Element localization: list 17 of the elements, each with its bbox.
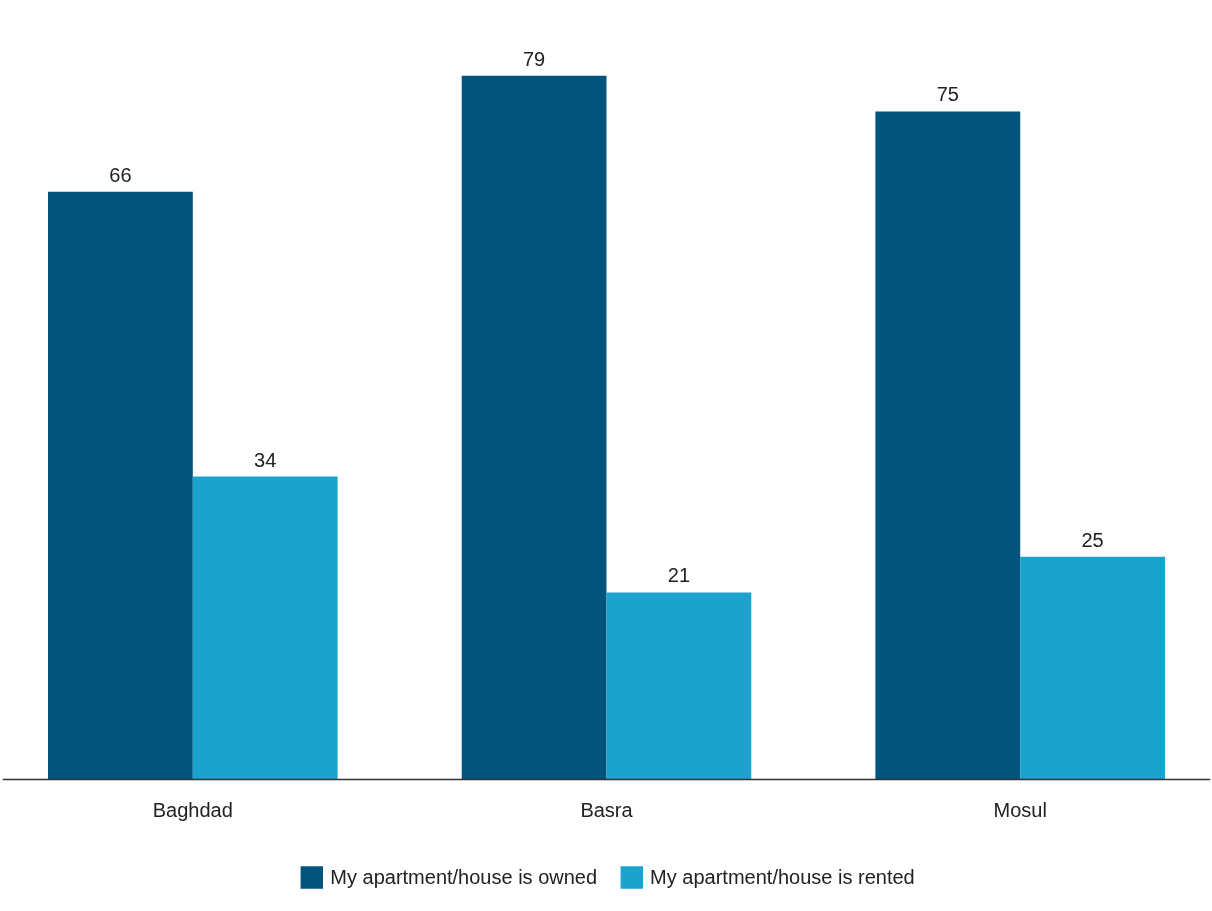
legend-label: My apartment/house is rented [650,865,915,889]
data-label: 34 [254,448,277,471]
data-label: 75 [936,83,959,106]
x-tick-label: Basra [580,799,634,822]
bar [192,476,338,780]
x-tick-label: Mosul [993,799,1047,822]
data-label: 25 [1081,528,1104,551]
data-label: 21 [667,564,691,587]
bar [1020,556,1165,780]
data-label: 66 [109,163,132,186]
bar [48,191,193,780]
legend-label: My apartment/house is owned [330,865,598,889]
bar [606,592,752,780]
data-label: 79 [522,47,546,70]
x-tick-label: Baghdad [152,799,233,822]
bar [461,75,607,780]
bar [875,111,1021,780]
